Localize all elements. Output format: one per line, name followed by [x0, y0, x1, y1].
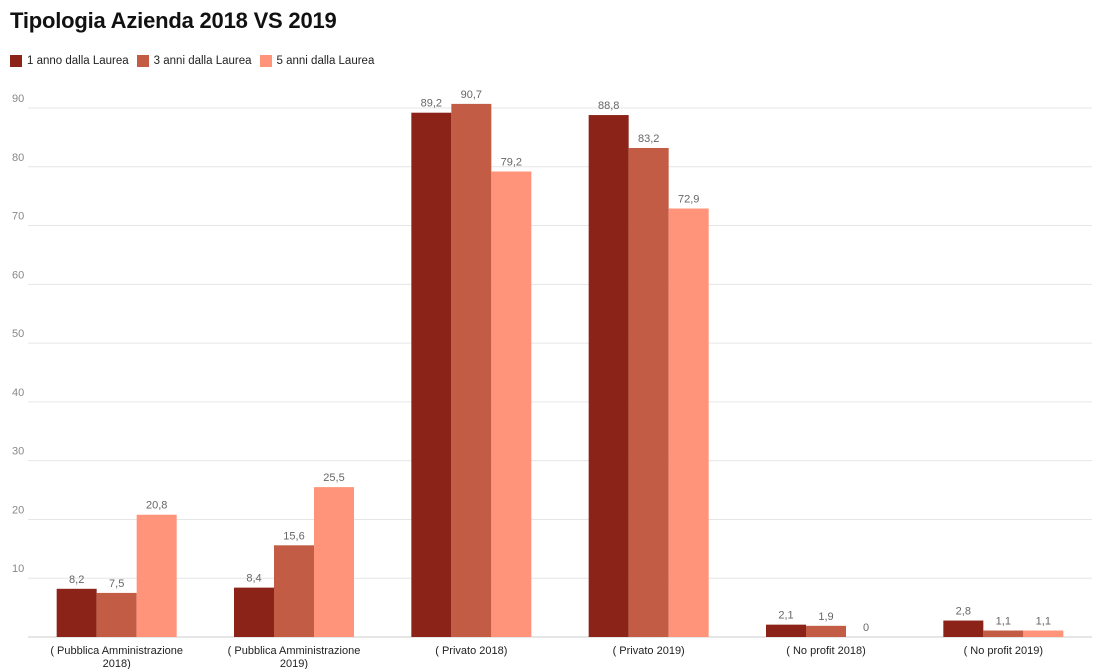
y-tick-label-50: 50: [12, 328, 24, 340]
data-label-series-2-cat-2: 15,6: [283, 530, 304, 542]
data-label-series-3-cat-2: 25,5: [323, 472, 344, 484]
bar-series-1-cat-1: [56, 588, 97, 637]
x-tick-label-1-line-1: ( Pubblica Amministrazione: [50, 645, 183, 657]
bar-series-3-cat-4: [668, 208, 709, 637]
y-tick-label-80: 80: [12, 152, 24, 164]
bar-series-1-cat-3: [411, 112, 452, 638]
legend-item-3-anni: 3 anni dalla Laurea: [136, 55, 252, 67]
data-label-series-2-cat-6: 1,1: [996, 616, 1011, 628]
data-label-series-2-cat-4: 83,2: [638, 133, 659, 145]
data-label-series-3-cat-1: 20,8: [146, 500, 167, 512]
data-label-series-2-cat-3: 90,7: [461, 89, 482, 101]
bar-series-1-cat-2: [234, 587, 274, 637]
data-label-series-1-cat-5: 2,1: [778, 610, 793, 622]
data-label-series-1-cat-2: 8,4: [246, 573, 261, 585]
data-label-series-1-cat-4: 88,8: [598, 100, 619, 112]
chart-legend: 1 anno dalla Laurea 3 anni dalla Laurea …: [10, 55, 382, 67]
legend-swatch-3-anni: [136, 55, 149, 67]
bar-series-1-cat-4: [588, 115, 629, 637]
legend-swatch-1-anno: [10, 55, 22, 67]
x-tick-label-4-line-1: ( Privato 2019): [613, 645, 685, 657]
data-label-series-3-cat-5: 0: [863, 622, 869, 634]
bar-series-3-cat-3: [491, 171, 532, 638]
x-tick-label-3-line-1: ( Privato 2018): [435, 645, 507, 657]
bar-series-2-cat-3: [451, 103, 492, 637]
x-tick-label-1-line-2: 2018): [103, 658, 131, 669]
data-label-series-3-cat-6: 1,1: [1036, 616, 1051, 628]
bar-series-2-cat-5: [806, 625, 846, 637]
legend-item-5-anni: 5 anni dalla Laurea: [259, 55, 375, 67]
y-tick-label-10: 10: [12, 563, 24, 575]
bar-series-3-cat-2: [314, 487, 354, 637]
bar-series-2-cat-4: [628, 147, 669, 638]
y-tick-label-40: 40: [12, 387, 24, 399]
data-label-series-1-cat-3: 89,2: [421, 98, 442, 110]
bar-series-3-cat-6: [1023, 630, 1064, 637]
x-tick-label-2-line-1: ( Pubblica Amministrazione: [228, 645, 361, 657]
legend-item-1-anno: 1 anno dalla Laurea: [10, 55, 129, 67]
data-label-series-3-cat-4: 72,9: [678, 194, 699, 206]
bar-series-3-cat-1: [136, 514, 177, 637]
data-label-series-2-cat-1: 7,5: [109, 578, 124, 590]
x-tick-label-2-line-2: 2019): [280, 658, 308, 669]
bar-series-2-cat-1: [96, 592, 137, 637]
bar-series-1-cat-6: [943, 620, 984, 637]
y-tick-label-70: 70: [12, 211, 24, 223]
bar-series-2-cat-6: [983, 630, 1024, 637]
x-tick-label-6-line-1: ( No profit 2019): [964, 645, 1043, 657]
data-label-series-1-cat-1: 8,2: [69, 574, 84, 586]
bar-series-2-cat-2: [274, 545, 314, 637]
y-tick-label-90: 90: [12, 93, 24, 105]
bar-series-1-cat-5: [766, 624, 806, 637]
x-tick-label-5-line-1: ( No profit 2018): [786, 645, 865, 657]
data-label-series-2-cat-5: 1,9: [818, 611, 833, 623]
data-label-series-3-cat-3: 79,2: [501, 156, 522, 168]
y-tick-label-20: 20: [12, 504, 24, 516]
data-label-series-1-cat-6: 2,8: [956, 606, 971, 618]
legend-label-3-anni: 3 anni dalla Laurea: [153, 55, 252, 67]
y-tick-label-60: 60: [12, 269, 24, 281]
y-tick-label-30: 30: [12, 446, 24, 458]
legend-label-5-anni: 5 anni dalla Laurea: [276, 55, 375, 67]
chart-title: Tipologia Azienda 2018 VS 2019: [10, 8, 337, 33]
legend-swatch-5-anni: [259, 55, 272, 67]
legend-label-1-anno: 1 anno dalla Laurea: [27, 55, 129, 67]
